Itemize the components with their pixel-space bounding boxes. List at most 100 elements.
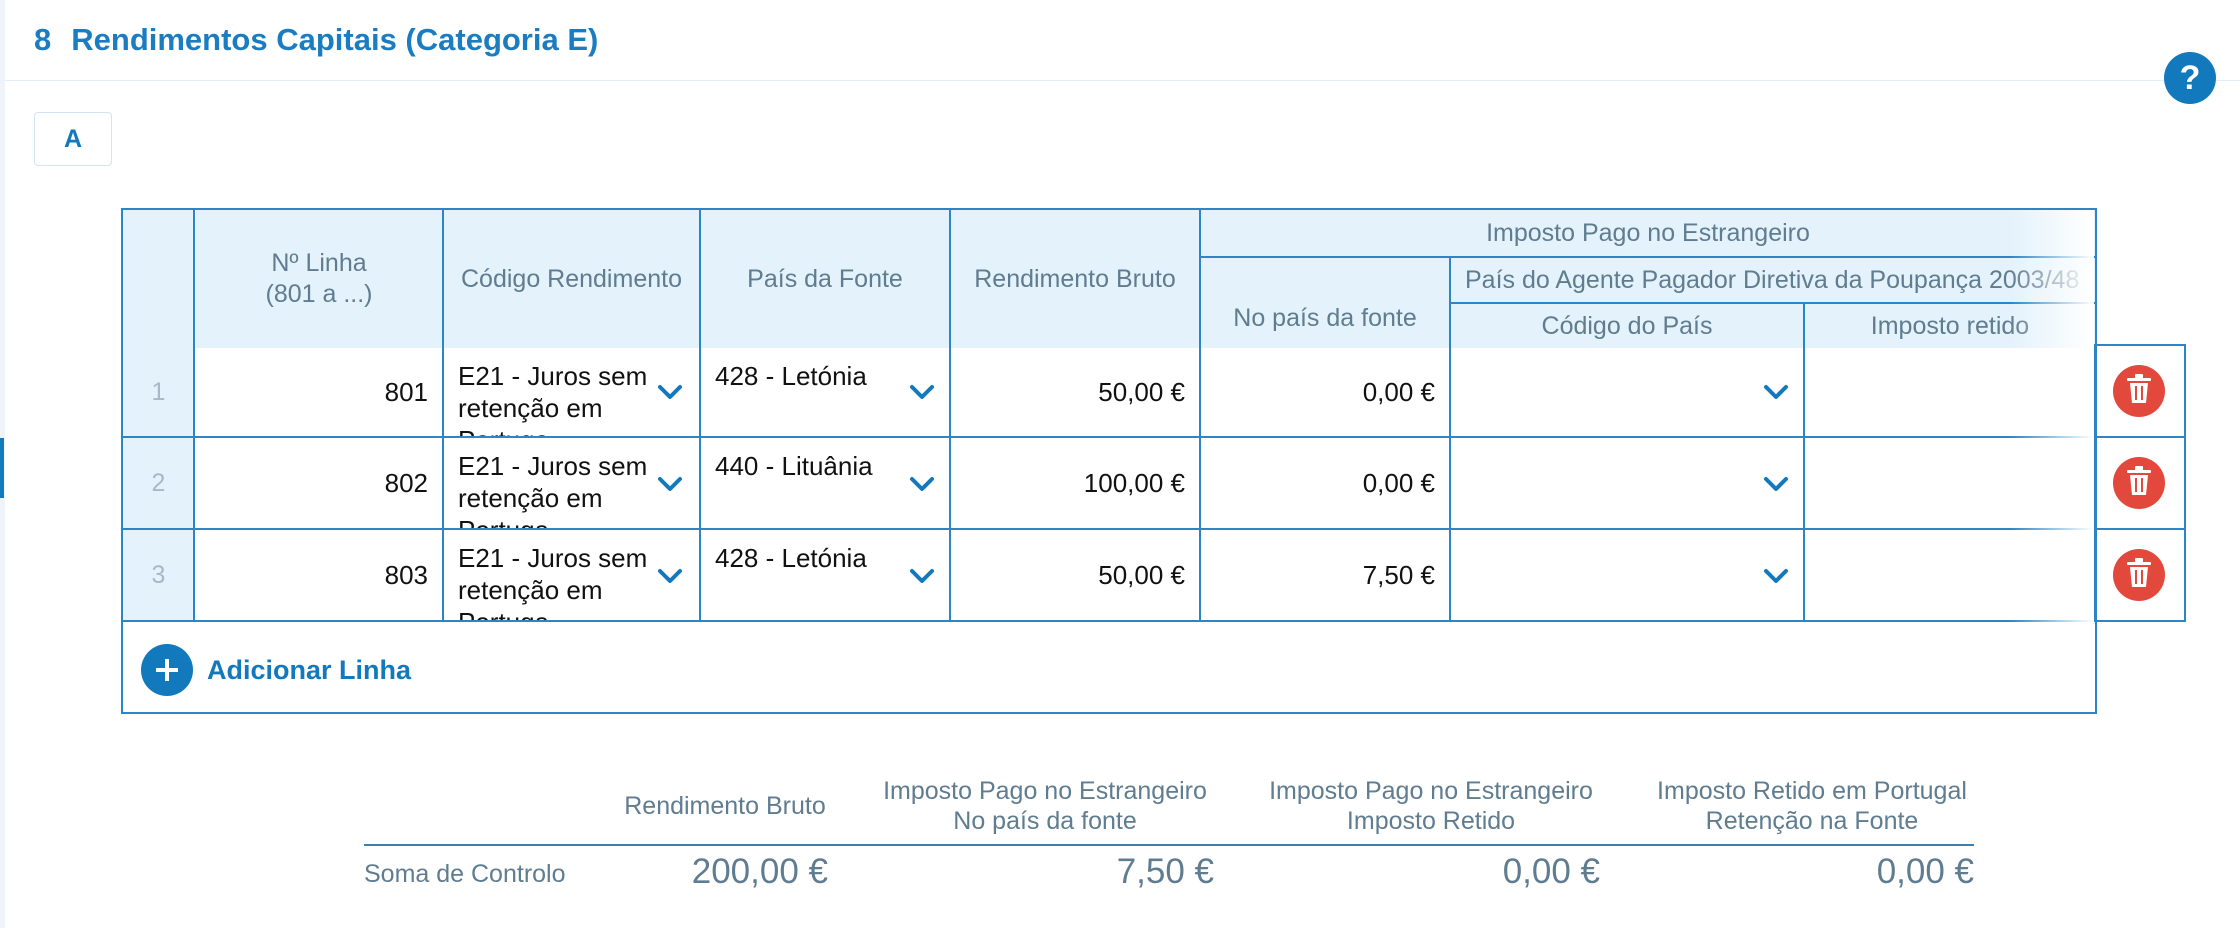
summary-header-portugal-withheld: Imposto Retido em Portugal Retenção na F… <box>1630 776 1994 836</box>
active-section-marker <box>0 438 4 498</box>
chevron-down-icon <box>909 384 935 400</box>
control-sum-foreign-source: 7,50 € <box>1116 852 1214 891</box>
trash-icon <box>2126 465 2152 501</box>
summary-header-line1: Imposto Retido em Portugal <box>1657 777 1967 805</box>
header-row-index <box>123 210 194 348</box>
income-code-value: E21 - Juros sem retenção em Portuga <box>458 451 648 528</box>
question-icon: ? <box>2179 58 2201 97</box>
row-index-1: 1 <box>123 348 194 436</box>
chevron-down-icon <box>1763 568 1789 584</box>
income-code-value: E21 - Juros sem retenção em Portuga <box>458 543 648 620</box>
withheld-tax-cell[interactable] <box>1805 530 2095 620</box>
summary-header-foreign-source: Imposto Pago no Estrangeiro No país da f… <box>860 776 1230 836</box>
source-country-select[interactable]: 428 - Letónia <box>701 530 949 620</box>
header-country-code: Código do País <box>1451 304 1803 348</box>
source-tax-cell[interactable]: 7,50 € <box>1362 559 1435 590</box>
header-line-no: Nº Linha (801 a ...) <box>196 210 442 348</box>
grid-line <box>123 528 2186 530</box>
delete-row-button[interactable] <box>2113 549 2165 601</box>
trash-icon <box>2126 373 2152 409</box>
agent-country-select[interactable] <box>1451 348 1803 436</box>
delete-row-button[interactable] <box>2113 457 2165 509</box>
summary-header-line1: Imposto Pago no Estrangeiro <box>883 777 1207 805</box>
summary-header-line2: Retenção na Fonte <box>1705 807 1919 835</box>
income-code-select[interactable]: E21 - Juros sem retenção em Portuga <box>444 438 699 528</box>
grid-line <box>193 210 195 622</box>
summary-header-foreign-withheld: Imposto Pago no Estrangeiro Imposto Reti… <box>1246 776 1616 836</box>
agent-country-select[interactable] <box>1451 438 1803 528</box>
section-number: 8 <box>34 22 52 57</box>
line-number-cell[interactable]: 802 <box>384 467 428 498</box>
summary-header-line2: No país da fonte <box>953 807 1137 835</box>
grid-line <box>442 210 444 622</box>
chevron-down-icon <box>657 476 683 492</box>
source-country-select[interactable]: 428 - Letónia <box>701 348 949 436</box>
header-source-country-tax: No país da fonte <box>1201 258 1449 348</box>
add-line-button[interactable]: Adicionar Linha <box>141 644 411 696</box>
tab-a-label: A <box>63 124 83 153</box>
plus-icon <box>141 644 193 696</box>
add-line-label: Adicionar Linha <box>207 654 412 685</box>
chevron-down-icon <box>909 568 935 584</box>
withheld-tax-cell[interactable] <box>1805 348 2095 436</box>
control-sum-portugal-withheld: 0,00 € <box>1876 852 1974 891</box>
gross-income-cell[interactable]: 50,00 € <box>1098 559 1185 590</box>
grid-line <box>2094 345 2096 622</box>
grid-line <box>2184 345 2186 622</box>
header-income-code: Código Rendimento <box>444 210 699 348</box>
grid-line <box>2094 344 2186 346</box>
grid-line <box>123 436 2186 438</box>
line-number-cell[interactable]: 803 <box>384 559 428 590</box>
income-code-value: E21 - Juros sem retenção em Portuga <box>458 361 648 436</box>
income-code-select[interactable]: E21 - Juros sem retenção em Portuga <box>444 348 699 436</box>
grid-line <box>949 210 951 622</box>
source-tax-cell[interactable]: 0,00 € <box>1362 467 1435 498</box>
trash-icon <box>2126 557 2152 593</box>
grid-line <box>1449 256 1451 622</box>
grid-line <box>123 620 2186 622</box>
control-sum-foreign-withheld: 0,00 € <box>1502 852 1600 891</box>
summary-header-line1: Rendimento Bruto <box>624 792 826 820</box>
title-divider <box>5 80 2240 81</box>
summary-header-line2: Imposto Retido <box>1346 807 1516 835</box>
section-title: 8 Rendimentos Capitais (Categoria E) <box>34 18 598 62</box>
control-sum-gross: 200,00 € <box>691 852 828 891</box>
income-table <box>121 208 2097 714</box>
agent-country-select[interactable] <box>1451 530 1803 620</box>
source-country-value: 428 - Letónia <box>715 543 867 573</box>
line-number-cell[interactable]: 801 <box>384 376 428 407</box>
grid-line <box>1449 302 2095 304</box>
gross-income-cell[interactable]: 100,00 € <box>1083 467 1185 498</box>
source-tax-cell[interactable]: 0,00 € <box>1362 376 1435 407</box>
chevron-down-icon <box>657 568 683 584</box>
grid-line <box>699 210 701 622</box>
grid-line <box>1803 302 1805 622</box>
summary-divider <box>364 844 1974 846</box>
source-country-value: 440 - Lituânia <box>715 451 873 481</box>
delete-row-button[interactable] <box>2113 365 2165 417</box>
row-index-2: 2 <box>123 438 194 528</box>
source-country-select[interactable]: 440 - Lituânia <box>701 438 949 528</box>
row-index-3: 3 <box>123 530 194 620</box>
chevron-down-icon <box>909 476 935 492</box>
source-country-value: 428 - Letónia <box>715 361 867 391</box>
header-gross-income: Rendimento Bruto <box>951 210 1199 348</box>
grid-line <box>1199 210 1201 622</box>
withheld-tax-cell[interactable] <box>1805 438 2095 528</box>
section-title-text: Rendimentos Capitais (Categoria E) <box>71 22 599 57</box>
chevron-down-icon <box>1763 476 1789 492</box>
income-code-select[interactable]: E21 - Juros sem retenção em Portuga <box>444 530 699 620</box>
header-agent-country-group: País do Agente Pagador Diretiva da Poupa… <box>1451 258 2095 302</box>
control-sum-label: Soma de Controlo <box>364 860 566 888</box>
header-withheld-tax: Imposto retido <box>1805 304 2095 348</box>
chevron-down-icon <box>657 384 683 400</box>
summary-header-gross: Rendimento Bruto <box>600 776 850 821</box>
summary-header-line1: Imposto Pago no Estrangeiro <box>1269 777 1593 805</box>
chevron-down-icon <box>1763 384 1789 400</box>
grid-line <box>1199 256 2095 258</box>
header-foreign-tax-group: Imposto Pago no Estrangeiro <box>1201 210 2095 256</box>
header-source-country: País da Fonte <box>701 210 949 348</box>
gross-income-cell[interactable]: 50,00 € <box>1098 376 1185 407</box>
tab-a[interactable]: A <box>34 112 112 166</box>
help-button[interactable]: ? <box>2164 52 2216 104</box>
